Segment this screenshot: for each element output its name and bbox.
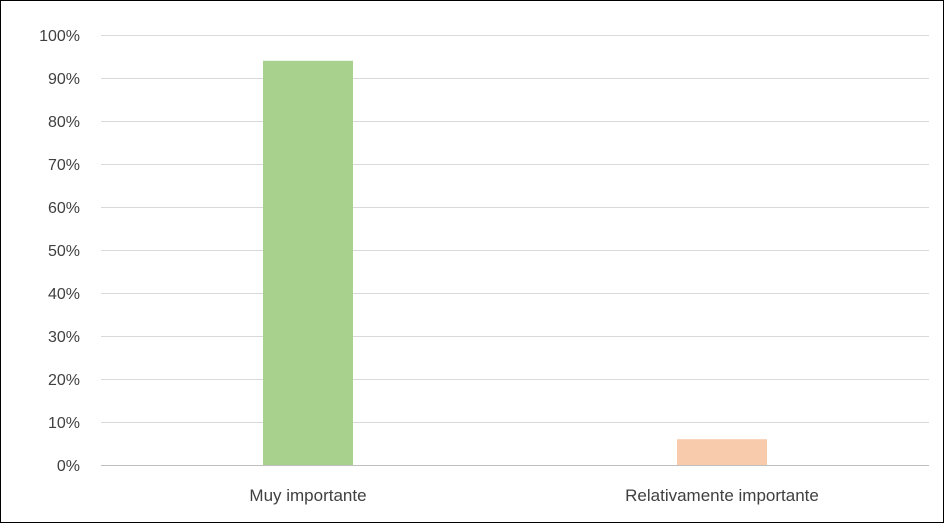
y-tick-label: 90% bbox=[48, 71, 80, 88]
y-tick-label: 70% bbox=[48, 157, 80, 174]
y-tick-label: 20% bbox=[48, 372, 80, 389]
bars bbox=[263, 60, 767, 466]
y-tick-labels: 0% 10% 20% 30% 40% 50% 60% 70% 80% 90% 100% bbox=[39, 28, 80, 475]
y-tick-label: 30% bbox=[48, 329, 80, 346]
y-tick-label: 50% bbox=[48, 243, 80, 260]
x-category-label: Relativamente importante bbox=[625, 486, 819, 505]
y-tick-label: 40% bbox=[48, 286, 80, 303]
x-category-labels: Muy importante Relativamente importante bbox=[249, 486, 818, 505]
bar-muy-importante bbox=[263, 60, 353, 466]
bar-relativamente-importante bbox=[677, 439, 767, 465]
y-tick-label: 80% bbox=[48, 114, 80, 131]
y-tick-label: 10% bbox=[48, 415, 80, 432]
x-category-label: Muy importante bbox=[249, 486, 366, 505]
gridlines bbox=[101, 35, 929, 423]
y-tick-label: 0% bbox=[57, 458, 80, 475]
y-tick-label: 60% bbox=[48, 200, 80, 217]
y-tick-label: 100% bbox=[39, 28, 80, 45]
